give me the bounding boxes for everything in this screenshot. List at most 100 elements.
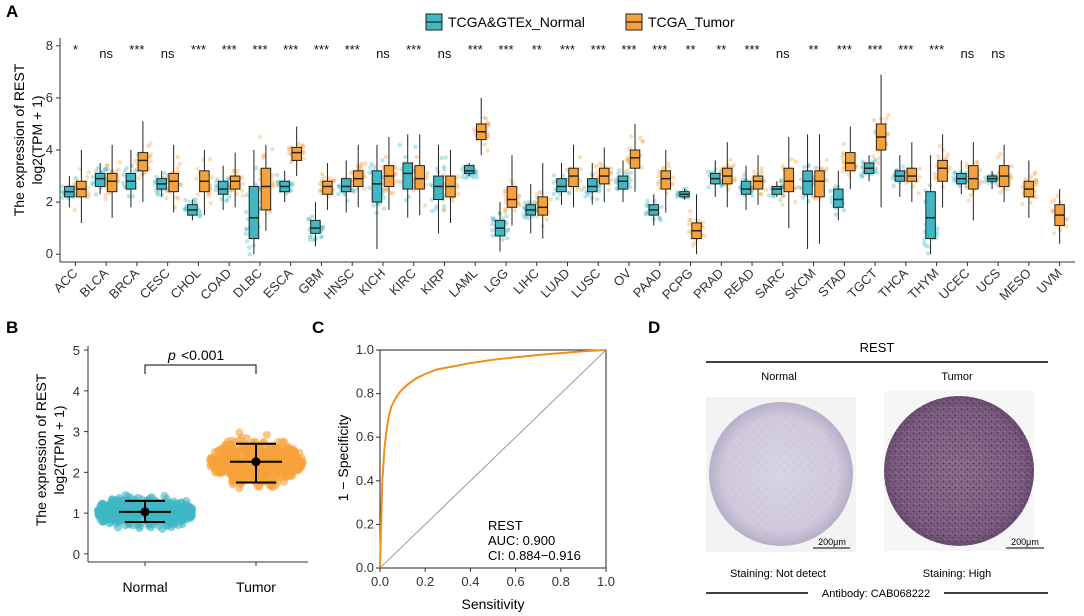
- box-tumor-ucs-point: [995, 182, 1000, 187]
- panel-label-d: D: [648, 318, 660, 337]
- box-normal-esca-point: [275, 183, 281, 188]
- dot-tumor: [259, 438, 268, 447]
- roc-annotation-auc: AUC: 0.900: [488, 533, 555, 548]
- box-normal-ucec-point: [952, 170, 957, 175]
- box-tumor-meso-point: [1034, 177, 1039, 183]
- box-normal-thca-point: [891, 183, 896, 189]
- dot-tumor: [235, 484, 244, 493]
- box-normal-stad-point: [841, 208, 847, 213]
- box-normal-cesc-point: [154, 191, 160, 196]
- box-normal-gbm-point: [306, 216, 312, 222]
- box-normal-read-box: [740, 180, 752, 195]
- box-normal-lgg-point: [490, 227, 495, 233]
- box-tumor-ov-point: [626, 160, 631, 165]
- box-normal-prad-point: [705, 169, 711, 174]
- box-normal-lusc-point: [586, 192, 591, 198]
- box-normal-coad-point: [215, 177, 220, 182]
- roc-diagonal: [379, 349, 607, 569]
- box-normal-pcpg-point: [675, 192, 680, 198]
- box-normal-luad-point: [551, 192, 557, 197]
- box-tumor-kich-point: [383, 188, 389, 193]
- box-tumor-meso-point: [1029, 174, 1034, 180]
- box-tumor-chol-point: [206, 191, 212, 196]
- box-tumor-thca-point: [917, 166, 922, 171]
- box-normal-lusc-point: [582, 185, 587, 190]
- box-normal-gbm-point: [313, 235, 319, 240]
- dot-tumor: [235, 436, 244, 445]
- box-tumor-paad-point: [656, 179, 662, 184]
- box-tumor-prad-point: [726, 187, 731, 192]
- box-tumor-lusc-point: [599, 163, 604, 169]
- box-normal-paad-point: [659, 204, 664, 210]
- box-normal-kirp-point: [430, 209, 435, 214]
- box-tumor-dlbc-point: [271, 180, 276, 185]
- box-tumor-brca-point: [148, 141, 153, 146]
- box-tumor-kich-point: [388, 190, 394, 196]
- sig-kich: ns: [376, 46, 390, 61]
- box-normal-dlbc-point: [243, 231, 249, 237]
- dot-normal: [158, 525, 167, 534]
- box-tumor-kirp-point: [454, 182, 460, 188]
- sig-tgct: ***: [867, 42, 882, 57]
- box-normal-kich-point: [380, 158, 385, 163]
- ihc-title: REST: [860, 340, 895, 355]
- box-tumor-paad-point: [666, 161, 671, 166]
- box-normal-lgg-point: [505, 227, 511, 233]
- box-tumor-acc-point: [87, 192, 92, 197]
- box-tumor-paad-point: [670, 182, 675, 187]
- dot-normal: [129, 521, 138, 530]
- box-tumor-ucs-point: [1008, 175, 1013, 180]
- box-tumor-cesc-point: [177, 161, 182, 167]
- box-normal-dlbc-point: [247, 251, 252, 257]
- box-tumor-lgg-box: [506, 185, 518, 208]
- box-normal-kirp-point: [443, 155, 448, 160]
- panel-a-ytick-label: 2: [46, 194, 53, 209]
- box-normal-gbm-box: [310, 219, 321, 234]
- box-normal-hnsc-point: [351, 188, 357, 193]
- box-tumor-dlbc-point: [270, 182, 275, 188]
- box-normal-lgg-point: [500, 215, 505, 221]
- box-normal-brca-point: [122, 168, 128, 173]
- xtick-label-acc: ACC: [50, 266, 80, 296]
- box-tumor-tgct-point: [870, 153, 876, 159]
- dot-tumor: [229, 476, 238, 485]
- box-tumor-lusc-point: [594, 163, 599, 169]
- panel-b-dotplot: The expression of REST log2(TPM + 1) 0 1 2…: [33, 343, 308, 595]
- box-tumor-kirc-point: [425, 170, 430, 175]
- box-tumor-pcpg-point: [702, 233, 707, 239]
- box-normal-coad-point: [224, 198, 229, 204]
- box-normal-kirp-point: [441, 207, 447, 212]
- box-normal-ov-point: [628, 170, 634, 175]
- box-normal-laml-point: [460, 174, 465, 180]
- panel-b-ylabel-line2: log2(TPM + 1): [51, 405, 67, 494]
- box-tumor-esca-point: [286, 146, 292, 152]
- box-tumor-prad-point: [732, 176, 737, 181]
- xtick-label-lgg: LGG: [481, 266, 511, 296]
- box-tumor-ucec-point: [966, 197, 972, 203]
- box-normal-acc-point: [60, 184, 65, 189]
- box-tumor-lgg-point: [503, 209, 508, 214]
- box-tumor-paad-point: [660, 167, 666, 172]
- box-tumor-thym-point: [944, 155, 949, 160]
- xtick-label-pcpg: PCPG: [659, 266, 696, 303]
- box-tumor-sarc-point: [794, 185, 799, 191]
- box-tumor-laml-point: [482, 142, 487, 147]
- box-tumor-prad-point: [731, 162, 737, 168]
- dot-tumor: [216, 459, 225, 468]
- roc-xtick-label: 1.0: [597, 574, 615, 589]
- box-normal-hnsc-point: [336, 184, 342, 189]
- box-normal-hnsc-point: [351, 189, 356, 194]
- ihc-normal-staining: Staining: Not detect: [730, 568, 826, 580]
- box-normal-skcm-point: [800, 195, 806, 201]
- box-tumor-meso-point: [1023, 176, 1029, 182]
- box-normal-tgct-point: [860, 174, 865, 179]
- panel-b-xtick-label-tumor: Tumor: [236, 579, 276, 595]
- box-tumor-ov-point: [625, 157, 630, 163]
- box-tumor-uvm-point: [1052, 197, 1057, 203]
- box-tumor-luad-box: [568, 167, 579, 187]
- box-normal-kirp-point: [439, 155, 444, 161]
- xtick-label-prad: PRAD: [690, 266, 726, 302]
- box-tumor-skcm-box: [814, 170, 825, 198]
- box-tumor-laml-point: [486, 123, 491, 128]
- roc-curve: [379, 349, 607, 569]
